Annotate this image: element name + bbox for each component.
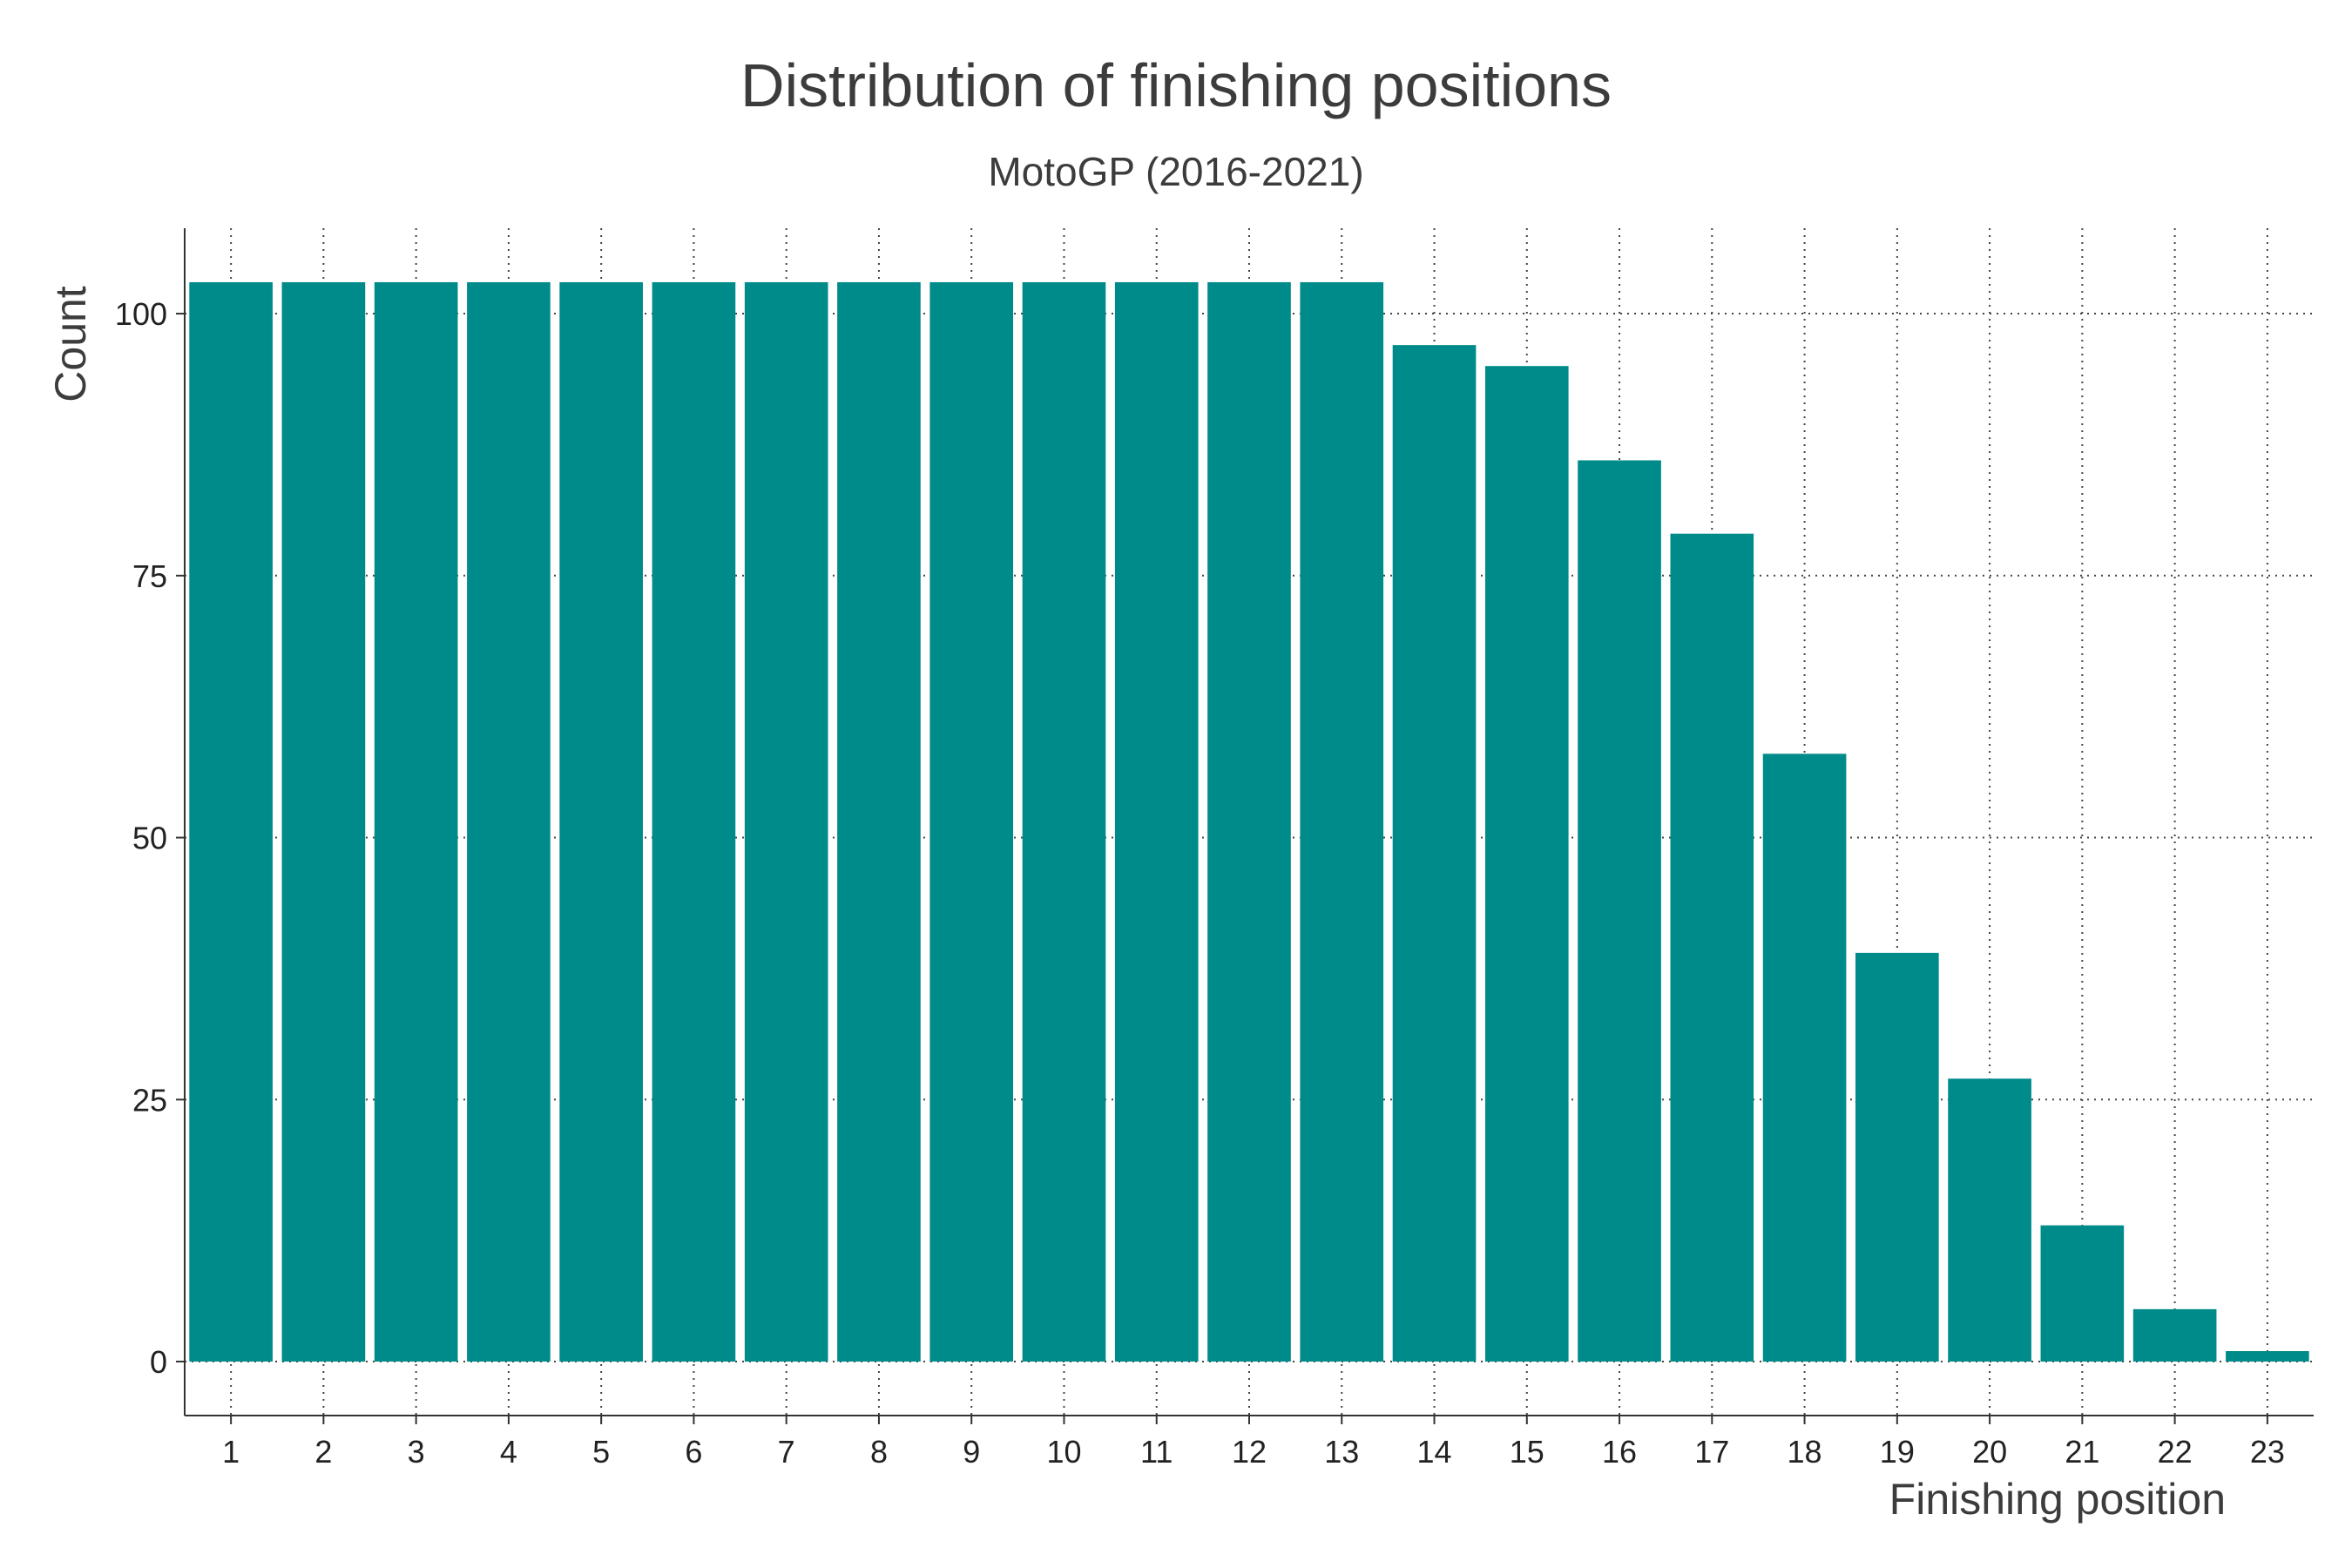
bar-14 bbox=[1392, 345, 1477, 1362]
bar-22 bbox=[2132, 1308, 2217, 1362]
x-tick-label: 19 bbox=[1880, 1434, 1915, 1470]
y-axis-title: Count bbox=[46, 286, 95, 402]
y-tick-labels: 0 25 50 75 100 bbox=[115, 296, 167, 1380]
x-tick-label: 18 bbox=[1788, 1434, 1822, 1470]
x-tick-label: 8 bbox=[870, 1434, 888, 1470]
x-tick-label: 11 bbox=[1140, 1434, 1173, 1470]
x-tick-label: 17 bbox=[1694, 1434, 1729, 1470]
y-tick-label: 75 bbox=[132, 558, 167, 594]
x-tick-label: 9 bbox=[963, 1434, 980, 1470]
axes bbox=[176, 228, 2314, 1424]
bar-23 bbox=[2226, 1351, 2309, 1362]
x-axis-title: Finishing position bbox=[1889, 1475, 2226, 1524]
bar-20 bbox=[1948, 1078, 2031, 1362]
bar-16 bbox=[1578, 460, 1661, 1362]
bar-12 bbox=[1207, 281, 1291, 1362]
x-tick-label: 1 bbox=[222, 1434, 240, 1470]
y-tick-label: 0 bbox=[150, 1344, 167, 1380]
bar-6 bbox=[652, 281, 736, 1362]
x-tick-label: 4 bbox=[500, 1434, 517, 1470]
bar-10 bbox=[1022, 281, 1106, 1362]
bar-3 bbox=[374, 281, 458, 1362]
x-tick-label: 21 bbox=[2065, 1434, 2099, 1470]
bar-4 bbox=[467, 281, 551, 1362]
bar-9 bbox=[929, 281, 1014, 1362]
chart-title: Distribution of finishing positions bbox=[740, 51, 1612, 119]
x-tick-label: 10 bbox=[1046, 1434, 1081, 1470]
x-tick-label: 3 bbox=[408, 1434, 425, 1470]
bar-13 bbox=[1300, 281, 1384, 1362]
x-tick-label: 13 bbox=[1324, 1434, 1359, 1470]
bar-18 bbox=[1762, 754, 1847, 1362]
y-tick-label: 50 bbox=[132, 821, 167, 856]
bar-7 bbox=[744, 281, 828, 1362]
y-tick-label: 100 bbox=[115, 296, 167, 332]
x-tick-label: 6 bbox=[685, 1434, 702, 1470]
bar-21 bbox=[2040, 1225, 2125, 1362]
x-tick-label: 23 bbox=[2250, 1434, 2285, 1470]
x-tick-label: 20 bbox=[1972, 1434, 2007, 1470]
y-tick-label: 25 bbox=[132, 1082, 167, 1118]
bar-1 bbox=[189, 281, 273, 1362]
bar-8 bbox=[837, 281, 921, 1362]
bar-19 bbox=[1855, 952, 1939, 1362]
x-tick-label: 2 bbox=[314, 1434, 332, 1470]
x-tick-label: 22 bbox=[2158, 1434, 2193, 1470]
bar-11 bbox=[1114, 281, 1199, 1362]
x-tick-labels: 1 2 3 4 5 6 7 8 9 10 11 12 13 14 15 16 17 18 19 20 21 22 23 bbox=[222, 1434, 2285, 1470]
bars bbox=[189, 281, 2309, 1362]
x-tick-label: 14 bbox=[1416, 1434, 1451, 1470]
bar-17 bbox=[1670, 533, 1754, 1362]
bar-5 bbox=[559, 281, 643, 1362]
x-tick-label: 15 bbox=[1510, 1434, 1544, 1470]
x-tick-label: 5 bbox=[592, 1434, 610, 1470]
x-tick-label: 7 bbox=[778, 1434, 795, 1470]
x-tick-label: 16 bbox=[1602, 1434, 1637, 1470]
x-tick-label: 12 bbox=[1232, 1434, 1267, 1470]
bar-15 bbox=[1484, 366, 1569, 1362]
chart-subtitle: MotoGP (2016-2021) bbox=[988, 149, 1364, 194]
bar-2 bbox=[281, 281, 366, 1362]
